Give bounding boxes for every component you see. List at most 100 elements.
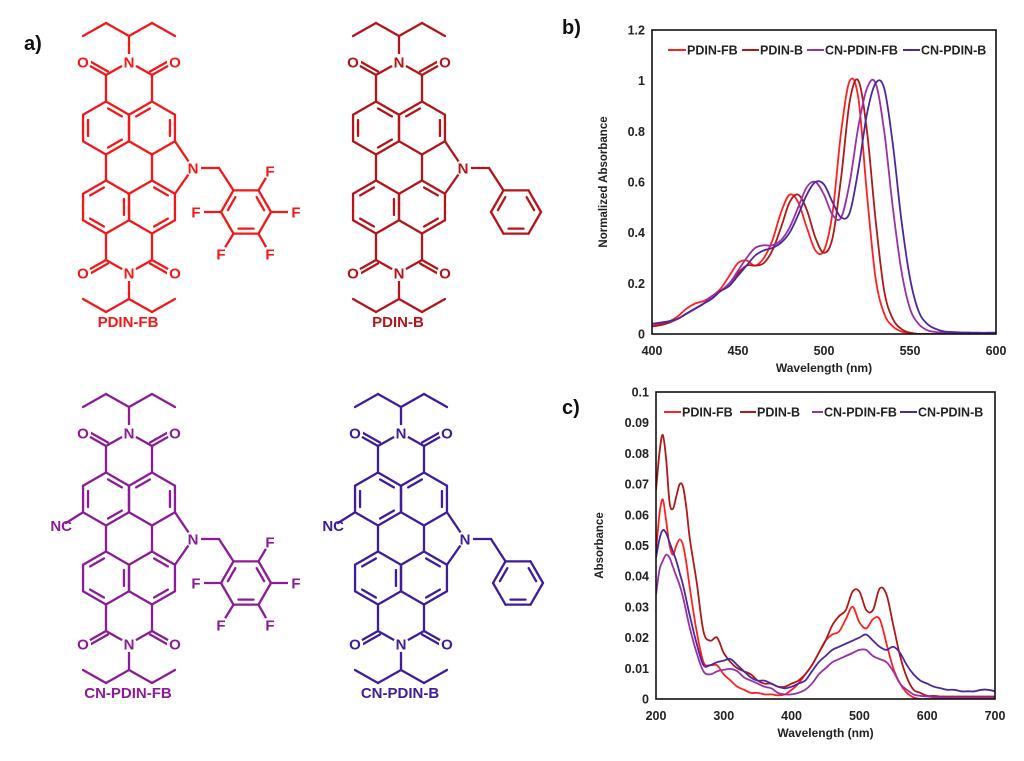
ring-bond: [397, 100, 424, 116]
alkyl-bond: [397, 297, 424, 314]
atom-mask: [262, 163, 278, 179]
cyano-group-label: NC: [322, 518, 344, 535]
pyrrole-nitrogen-atom: N: [458, 161, 469, 178]
ring-bond: [150, 511, 177, 527]
x-tick-label: 400: [781, 709, 802, 723]
structure-drawing: N O O N O O F F F F F N PDIN-FB: [75, 21, 304, 331]
x-tick-label: 200: [646, 709, 667, 723]
ring-bond: [374, 219, 401, 235]
atom-mask: [75, 54, 91, 70]
structure-pdin-b: N O O N O O N PDIN-B: [345, 21, 543, 331]
alkyl-bond: [374, 21, 401, 38]
series-line-pdin-b: [652, 78, 996, 334]
imide-nitrogen-atom: N: [396, 637, 407, 654]
alkyl-bond: [351, 297, 378, 314]
y-tick-label: 0.6: [628, 176, 645, 190]
alkyl-bond: [127, 21, 154, 38]
atom-mask: [185, 160, 201, 176]
fluorine-atom: F: [265, 535, 274, 552]
alkyl-bond: [420, 21, 447, 38]
atom-mask: [75, 265, 91, 281]
atom-mask: [393, 636, 409, 652]
alkyl-bond: [353, 668, 380, 685]
imide-nitrogen-atom: N: [124, 55, 135, 72]
chart-absorbance: 0 0.01 0.02 0.03 0.04 0.05 0.06 0.07 0.08 0.09 0.1…: [594, 386, 1005, 741]
atom-mask: [345, 265, 361, 281]
double-bond: [360, 588, 378, 599]
legend-label: PDIN-B: [760, 44, 803, 58]
benzene-bond: [489, 189, 505, 214]
ring-bond: [420, 179, 447, 195]
ring-bond: [104, 219, 131, 235]
atom-mask: [121, 54, 137, 70]
double-bond: [226, 196, 237, 212]
benzene-bond: [257, 210, 273, 235]
ring-bond: [104, 590, 131, 606]
alkyl-bond: [150, 21, 177, 38]
double-bond: [88, 186, 106, 197]
y-tick-label: 0.2: [628, 277, 645, 291]
alkyl-bond: [150, 297, 177, 314]
double-bond: [358, 217, 376, 228]
oxygen-atom: O: [441, 637, 453, 654]
pyrrole-nitrogen-atom: N: [460, 532, 471, 549]
x-axis-title: Wavelength (nm): [776, 361, 872, 375]
benzene-bond: [219, 189, 235, 214]
double-bond: [88, 217, 106, 228]
atom-mask: [457, 531, 473, 547]
alkyl-bond: [81, 392, 108, 409]
ring-bond: [127, 100, 154, 116]
ring-bond: [399, 511, 426, 527]
oxygen-atom: O: [77, 637, 89, 654]
double-bond: [422, 186, 440, 197]
alkyl-bond: [127, 668, 154, 685]
double-bond: [152, 588, 170, 599]
atom-mask: [167, 425, 183, 441]
double-bond: [360, 557, 378, 568]
y-tick-label: 0.09: [625, 416, 649, 430]
atom-mask: [185, 531, 201, 547]
benzene-bond: [529, 560, 545, 585]
legend-label: PDIN-B: [757, 406, 800, 420]
double-bond: [404, 107, 422, 118]
x-tick-label: 400: [642, 344, 663, 358]
alkyl-bond: [374, 297, 401, 314]
benzene-bond: [527, 210, 543, 235]
oxygen-atom: O: [347, 55, 359, 72]
double-bond: [88, 557, 106, 568]
double-bond: [424, 588, 442, 599]
benzene-bond: [491, 581, 507, 606]
double-bond: [106, 107, 124, 118]
atom-mask: [391, 265, 407, 281]
y-tick-label: 0.01: [625, 662, 649, 676]
plot-frame: [655, 391, 996, 700]
y-axis-title: Normalized Absorbance: [598, 116, 610, 247]
x-tick-label: 700: [985, 709, 1006, 723]
oxygen-atom: O: [169, 266, 181, 283]
double-bond: [498, 567, 509, 583]
pyrrole-nitrogen-atom: N: [188, 161, 199, 178]
alkyl-bond: [127, 297, 154, 314]
double-bond: [134, 107, 152, 118]
alkyl-bond: [81, 21, 108, 38]
ring-bond: [127, 219, 154, 235]
y-tick-label: 0.8: [628, 125, 645, 139]
y-tick-label: 0.04: [625, 570, 649, 584]
ring-bond: [374, 140, 401, 156]
double-bond: [376, 107, 394, 118]
double-bond: [376, 138, 394, 149]
alkyl-bond: [399, 392, 426, 409]
atom-mask: [262, 534, 278, 550]
ring-bond: [376, 590, 403, 606]
atom-mask: [213, 617, 229, 633]
cyano-bond: [336, 511, 357, 525]
benzyl-bond: [217, 166, 235, 192]
alkyl-bond: [104, 392, 131, 409]
fluorine-atom: F: [191, 576, 200, 593]
alkyl-bond: [399, 668, 426, 685]
double-bond: [152, 186, 170, 197]
ring-bond: [81, 179, 108, 195]
atom-mask: [262, 617, 278, 633]
